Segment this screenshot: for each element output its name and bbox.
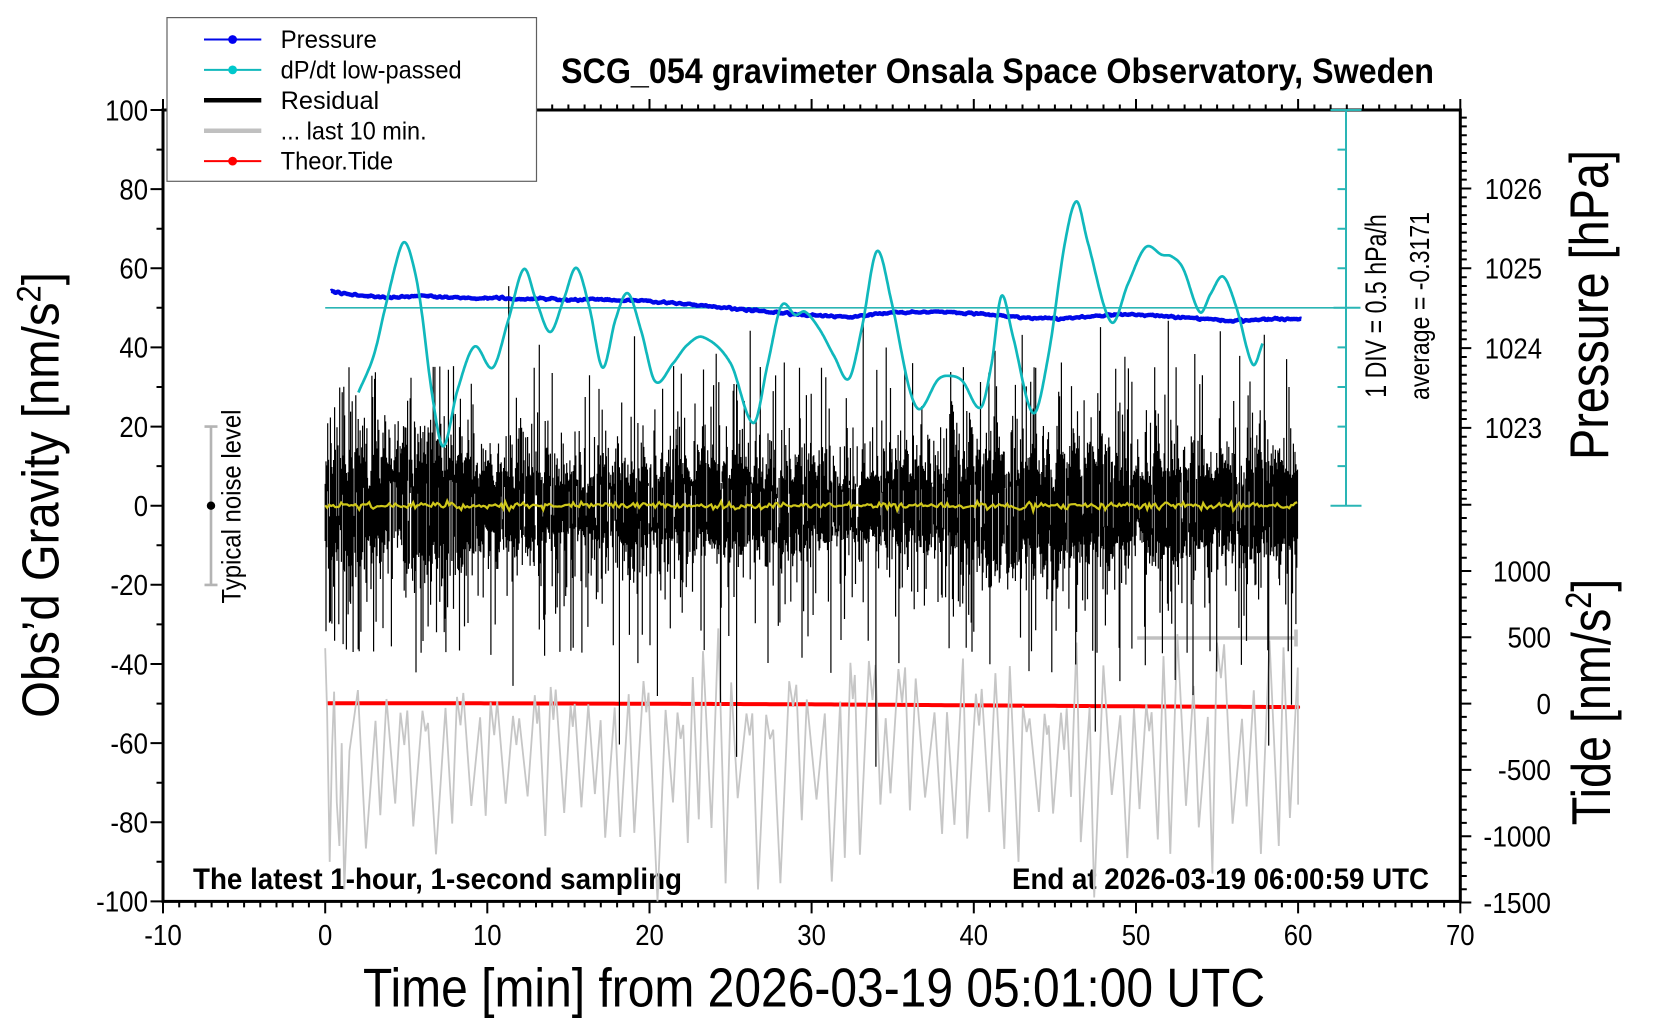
svg-text:-10: -10 <box>144 920 182 952</box>
svg-text:1 DIV = 0.5 hPa/h: 1 DIV = 0.5 hPa/h <box>1360 214 1393 398</box>
svg-text:0: 0 <box>1537 689 1552 721</box>
svg-text:20: 20 <box>635 920 664 952</box>
svg-text:Residual: Residual <box>281 87 380 115</box>
svg-text:SCG_054 gravimeter Onsala Spac: SCG_054 gravimeter Onsala Space Observat… <box>561 52 1434 91</box>
svg-text:50: 50 <box>1122 920 1151 952</box>
svg-text:40: 40 <box>119 333 148 365</box>
svg-text:Typical noise level: Typical noise level <box>217 410 247 604</box>
svg-text:1000: 1000 <box>1493 556 1551 588</box>
svg-text:-60: -60 <box>110 728 148 760</box>
svg-text:10: 10 <box>473 920 502 952</box>
svg-text:70: 70 <box>1446 920 1475 952</box>
svg-text:20: 20 <box>119 412 148 444</box>
svg-text:0: 0 <box>134 491 148 523</box>
svg-text:60: 60 <box>1284 920 1313 952</box>
svg-text:-100: -100 <box>96 887 148 919</box>
svg-text:80: 80 <box>119 174 148 206</box>
svg-text:1024: 1024 <box>1485 333 1542 365</box>
svg-text:-500: -500 <box>1498 755 1551 787</box>
svg-text:-1000: -1000 <box>1483 822 1551 854</box>
svg-text:dP/dt low-passed: dP/dt low-passed <box>281 57 462 85</box>
svg-text:100: 100 <box>105 95 148 127</box>
svg-text:Pressure [hPa]: Pressure [hPa] <box>1558 150 1620 460</box>
svg-text:-1500: -1500 <box>1483 888 1551 920</box>
svg-text:... last 10 min.: ... last 10 min. <box>281 117 427 145</box>
svg-text:1025: 1025 <box>1485 254 1542 286</box>
svg-text:Tide [nm/s2]: Tide [nm/s2] <box>1560 579 1622 825</box>
svg-text:1023: 1023 <box>1485 413 1542 445</box>
svg-text:0: 0 <box>318 920 332 952</box>
svg-text:40: 40 <box>960 920 989 952</box>
svg-text:The latest 1-hour, 1-second sa: The latest 1-hour, 1-second sampling <box>193 863 682 896</box>
svg-text:500: 500 <box>1508 623 1552 655</box>
svg-text:Obs’d Gravity [nm/s2]: Obs’d Gravity [nm/s2] <box>10 272 70 718</box>
svg-text:60: 60 <box>119 254 148 286</box>
svg-text:Pressure: Pressure <box>281 26 377 54</box>
svg-text:End at 2026-03-19 06:00:59 UTC: End at 2026-03-19 06:00:59 UTC <box>1012 863 1429 896</box>
svg-text:30: 30 <box>797 920 826 952</box>
svg-text:-20: -20 <box>110 570 148 602</box>
svg-text:Time [min] from 2026-03-19 05:: Time [min] from 2026-03-19 05:01:00 UTC <box>363 957 1265 1019</box>
svg-text:-80: -80 <box>110 808 148 840</box>
svg-text:average = -0.3171: average = -0.3171 <box>1404 212 1435 400</box>
svg-text:-40: -40 <box>110 649 148 681</box>
svg-text:1026: 1026 <box>1485 174 1542 206</box>
svg-text:Theor.Tide: Theor.Tide <box>281 148 394 176</box>
